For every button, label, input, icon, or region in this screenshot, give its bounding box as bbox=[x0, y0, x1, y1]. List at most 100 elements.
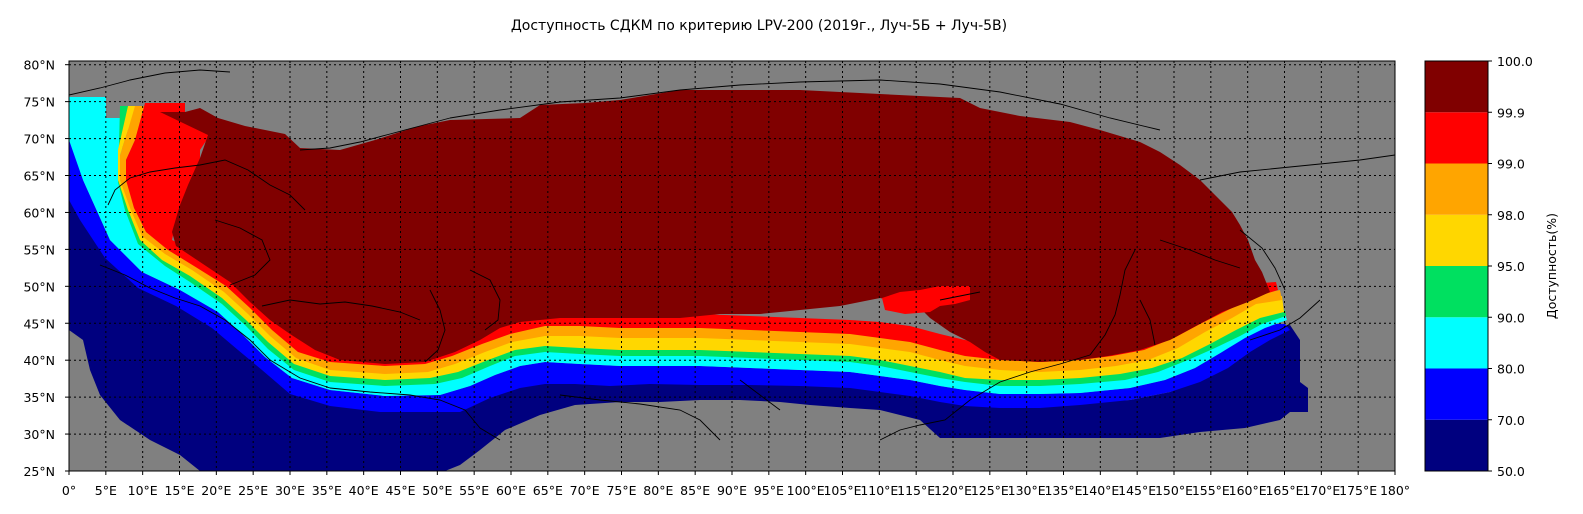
colorbar-tick-label: 99.9 bbox=[1497, 105, 1525, 120]
coastline-0 bbox=[69, 69, 231, 96]
coastline-19 bbox=[939, 291, 981, 301]
x-tick-label: 165°E bbox=[1265, 483, 1303, 498]
colorbar-tick-label: 70.0 bbox=[1497, 413, 1525, 428]
colorbar-segment bbox=[1425, 266, 1488, 318]
coastlines bbox=[69, 69, 1395, 441]
x-tick-label: 20°E bbox=[201, 483, 231, 498]
x-tick-label: 85°E bbox=[680, 483, 710, 498]
x-tick-label: 150°E bbox=[1155, 483, 1193, 498]
y-tick-label: 30°N bbox=[23, 427, 55, 442]
grid-lines bbox=[69, 61, 1395, 471]
y-tick-label: 35°N bbox=[23, 390, 55, 405]
x-axis-ticks: 0° 5°E 10°E 15°E 20°E 25°E 30°E 35°E 40°E 45°E 50°… bbox=[62, 471, 1410, 498]
coastline-1 bbox=[107, 159, 306, 211]
x-tick-label: 125°E bbox=[971, 483, 1009, 498]
coastline-3 bbox=[99, 264, 331, 389]
y-tick-label: 60°N bbox=[23, 205, 55, 220]
coastline-13 bbox=[1159, 239, 1241, 269]
y-tick-label: 50°N bbox=[23, 279, 55, 294]
x-tick-label: 145°E bbox=[1118, 483, 1156, 498]
colorbar-segment bbox=[1425, 112, 1488, 164]
coastline-17 bbox=[799, 79, 1161, 131]
colorbar-segment bbox=[1425, 368, 1488, 420]
x-tick-label: 35°E bbox=[312, 483, 342, 498]
x-tick-label: 160°E bbox=[1229, 483, 1267, 498]
x-tick-label: 175°E bbox=[1339, 483, 1377, 498]
y-axis-ticks: 80°N 75°N 70°N 65°N 60°N 55°N 50°N 45°N 40°N 35°N… bbox=[23, 58, 69, 479]
x-tick-label: 110°E bbox=[860, 483, 898, 498]
x-tick-label: 15°E bbox=[164, 483, 194, 498]
availability-patch bbox=[882, 286, 970, 314]
colorbar: 50.0 70.0 80.0 90.0 95.0 98.0 99.0 99.9 100.0 Дос… bbox=[1424, 54, 1559, 479]
colorbar-tick-label: 50.0 bbox=[1497, 464, 1525, 479]
x-tick-label: 30°E bbox=[275, 483, 305, 498]
coastline-14 bbox=[1199, 154, 1395, 181]
coastline-8 bbox=[559, 394, 721, 441]
coastline-12 bbox=[1139, 299, 1156, 346]
colorbar-tick-label: 80.0 bbox=[1497, 362, 1525, 377]
x-tick-label: 105°E bbox=[823, 483, 861, 498]
x-tick-label: 75°E bbox=[606, 483, 636, 498]
colorbar-tick-label: 90.0 bbox=[1497, 310, 1525, 325]
y-tick-label: 25°N bbox=[23, 464, 55, 479]
coastline-18 bbox=[1249, 299, 1321, 341]
x-tick-label: 90°E bbox=[717, 483, 747, 498]
coastline-11 bbox=[1089, 249, 1136, 356]
availability-band-5 bbox=[120, 106, 1282, 374]
coastline-2 bbox=[214, 219, 271, 286]
x-tick-label: 95°E bbox=[754, 483, 784, 498]
x-tick-label: 180° bbox=[1380, 483, 1410, 498]
y-tick-label: 75°N bbox=[23, 95, 55, 110]
coastline-4 bbox=[329, 387, 501, 441]
x-tick-label: 100°E bbox=[787, 483, 825, 498]
coastline-15 bbox=[299, 117, 451, 151]
y-tick-label: 55°N bbox=[23, 242, 55, 257]
colorbar-tick-label: 99.0 bbox=[1497, 157, 1525, 172]
x-tick-label: 120°E bbox=[934, 483, 972, 498]
x-tick-label: 65°E bbox=[533, 483, 563, 498]
x-tick-label: 45°E bbox=[385, 483, 415, 498]
colorbar-segment bbox=[1425, 419, 1488, 471]
y-tick-label: 45°N bbox=[23, 316, 55, 331]
availability-band-7 bbox=[160, 90, 1270, 364]
x-tick-label: 0° bbox=[62, 483, 76, 498]
colorbar-tick-label: 100.0 bbox=[1497, 54, 1533, 69]
coastline-9 bbox=[739, 379, 781, 411]
x-tick-label: 130°E bbox=[1008, 483, 1046, 498]
coastline-10 bbox=[879, 354, 1091, 441]
colorbar-tick-label: 98.0 bbox=[1497, 208, 1525, 223]
x-tick-label: 135°E bbox=[1044, 483, 1082, 498]
x-tick-label: 50°E bbox=[422, 483, 452, 498]
x-tick-label: 55°E bbox=[459, 483, 489, 498]
colorbar-tick-label: 95.0 bbox=[1497, 259, 1525, 274]
map-title: Доступность СДКМ по критерию LPV-200 (20… bbox=[510, 18, 1008, 34]
coastline-6 bbox=[424, 289, 446, 363]
coastline-20 bbox=[1239, 229, 1286, 291]
y-tick-label: 40°N bbox=[23, 353, 55, 368]
availability-band-4 bbox=[118, 106, 1284, 380]
colorbar-segment bbox=[1425, 163, 1488, 215]
x-tick-label: 25°E bbox=[238, 483, 268, 498]
x-tick-label: 60°E bbox=[496, 483, 526, 498]
y-tick-label: 65°N bbox=[23, 169, 55, 184]
colorbar-segment bbox=[1425, 61, 1488, 113]
coastline-16 bbox=[449, 81, 801, 119]
x-tick-label: 140°E bbox=[1081, 483, 1119, 498]
plot-area bbox=[68, 60, 1396, 472]
availability-band-1 bbox=[69, 97, 1290, 412]
x-tick-label: 5°E bbox=[95, 483, 117, 498]
y-tick-label: 70°N bbox=[23, 132, 55, 147]
x-tick-label: 40°E bbox=[349, 483, 379, 498]
coastline-7 bbox=[469, 269, 501, 331]
x-tick-label: 80°E bbox=[643, 483, 673, 498]
x-tick-label: 170°E bbox=[1302, 483, 1340, 498]
colorbar-label: Доступность(%) bbox=[1544, 213, 1559, 319]
colorbar-segment bbox=[1425, 214, 1488, 266]
y-tick-label: 80°N bbox=[23, 58, 55, 73]
x-tick-label: 10°E bbox=[128, 483, 158, 498]
colorbar-segment bbox=[1425, 317, 1488, 369]
x-tick-label: 155°E bbox=[1192, 483, 1230, 498]
x-tick-label: 70°E bbox=[570, 483, 600, 498]
x-tick-label: 115°E bbox=[897, 483, 935, 498]
